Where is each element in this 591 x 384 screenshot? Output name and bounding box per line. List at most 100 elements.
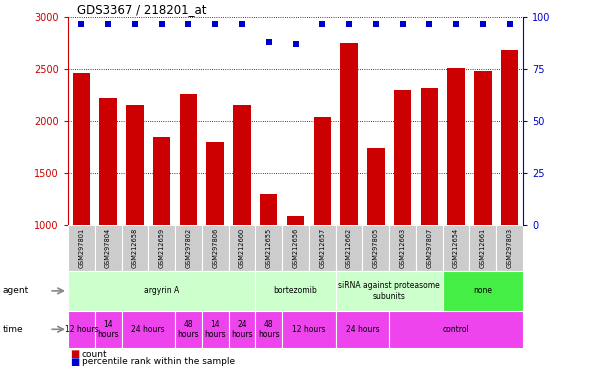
Text: ■: ■ — [70, 349, 79, 359]
Bar — [336, 225, 362, 271]
Text: 48
hours: 48 hours — [258, 319, 280, 339]
Text: 24
hours: 24 hours — [231, 319, 253, 339]
Bar — [336, 311, 389, 348]
Bar — [233, 106, 251, 225]
Bar — [202, 311, 229, 348]
Bar — [336, 271, 443, 311]
Bar — [443, 225, 469, 271]
Bar — [469, 225, 496, 271]
Bar — [180, 94, 197, 225]
Bar — [95, 225, 122, 271]
Bar — [202, 225, 229, 271]
Text: 14
hours: 14 hours — [204, 319, 226, 339]
Bar — [95, 311, 122, 348]
Bar — [148, 225, 175, 271]
Bar — [99, 98, 117, 225]
Bar — [389, 225, 416, 271]
Text: GSM297803: GSM297803 — [506, 228, 512, 268]
Bar — [367, 148, 385, 225]
Point — [398, 20, 407, 26]
Bar — [206, 142, 224, 225]
Text: GSM297805: GSM297805 — [373, 228, 379, 268]
Text: 12 hours: 12 hours — [64, 325, 98, 334]
Bar — [153, 137, 170, 225]
Text: 48
hours: 48 hours — [178, 319, 199, 339]
Bar — [309, 225, 336, 271]
Bar — [260, 194, 277, 225]
Point — [424, 20, 434, 26]
Text: GSM212657: GSM212657 — [319, 228, 325, 268]
Text: GSM297801: GSM297801 — [79, 228, 85, 268]
Bar — [394, 90, 411, 225]
Point — [157, 20, 167, 26]
Bar — [501, 50, 518, 225]
Text: GSM212656: GSM212656 — [293, 228, 298, 268]
Text: GSM212660: GSM212660 — [239, 228, 245, 268]
Text: count: count — [82, 349, 107, 359]
Bar — [175, 225, 202, 271]
Text: GSM297804: GSM297804 — [105, 228, 111, 268]
Text: 24 hours: 24 hours — [131, 325, 165, 334]
Text: GSM297806: GSM297806 — [212, 228, 218, 268]
Bar — [68, 271, 255, 311]
Point — [345, 20, 354, 26]
Text: percentile rank within the sample: percentile rank within the sample — [82, 357, 235, 366]
Bar — [447, 68, 465, 225]
Text: time: time — [3, 325, 24, 334]
Bar — [229, 311, 255, 348]
Point — [184, 20, 193, 26]
Bar — [421, 88, 438, 225]
Bar — [389, 311, 523, 348]
Point — [317, 20, 327, 26]
Point — [452, 20, 461, 26]
Bar — [474, 71, 492, 225]
Text: 24 hours: 24 hours — [346, 325, 379, 334]
Point — [478, 20, 488, 26]
Text: GDS3367 / 218201_at: GDS3367 / 218201_at — [77, 3, 207, 16]
Point — [210, 20, 220, 26]
Text: none: none — [473, 286, 492, 295]
Text: GSM297802: GSM297802 — [186, 228, 191, 268]
Point — [237, 20, 246, 26]
Point — [264, 39, 274, 45]
Bar — [340, 43, 358, 225]
Text: GSM212655: GSM212655 — [266, 228, 272, 268]
Bar — [122, 311, 175, 348]
Bar — [287, 216, 304, 225]
Text: GSM212658: GSM212658 — [132, 228, 138, 268]
Bar — [229, 225, 255, 271]
Bar — [255, 311, 282, 348]
Bar — [282, 225, 309, 271]
Bar — [73, 73, 90, 225]
Point — [103, 20, 113, 26]
Text: GSM212661: GSM212661 — [480, 228, 486, 268]
Bar — [255, 271, 336, 311]
Bar — [282, 311, 336, 348]
Bar — [175, 311, 202, 348]
Text: bortezomib: bortezomib — [274, 286, 317, 295]
Bar — [126, 106, 144, 225]
Text: GSM297807: GSM297807 — [426, 228, 433, 268]
Bar — [496, 225, 523, 271]
Text: GSM212663: GSM212663 — [400, 228, 405, 268]
Bar — [68, 311, 95, 348]
Bar — [122, 225, 148, 271]
Bar — [416, 225, 443, 271]
Text: 12 hours: 12 hours — [292, 325, 326, 334]
Text: ■: ■ — [70, 357, 79, 367]
Bar — [362, 225, 389, 271]
Bar — [443, 271, 523, 311]
Point — [77, 20, 86, 26]
Point — [371, 20, 381, 26]
Text: 14
hours: 14 hours — [98, 319, 119, 339]
Text: GSM212654: GSM212654 — [453, 228, 459, 268]
Point — [505, 20, 514, 26]
Text: argyrin A: argyrin A — [144, 286, 179, 295]
Text: agent: agent — [3, 286, 29, 295]
Bar — [68, 225, 95, 271]
Point — [130, 20, 139, 26]
Text: control: control — [443, 325, 469, 334]
Bar — [255, 225, 282, 271]
Point — [291, 41, 300, 47]
Bar — [314, 117, 331, 225]
